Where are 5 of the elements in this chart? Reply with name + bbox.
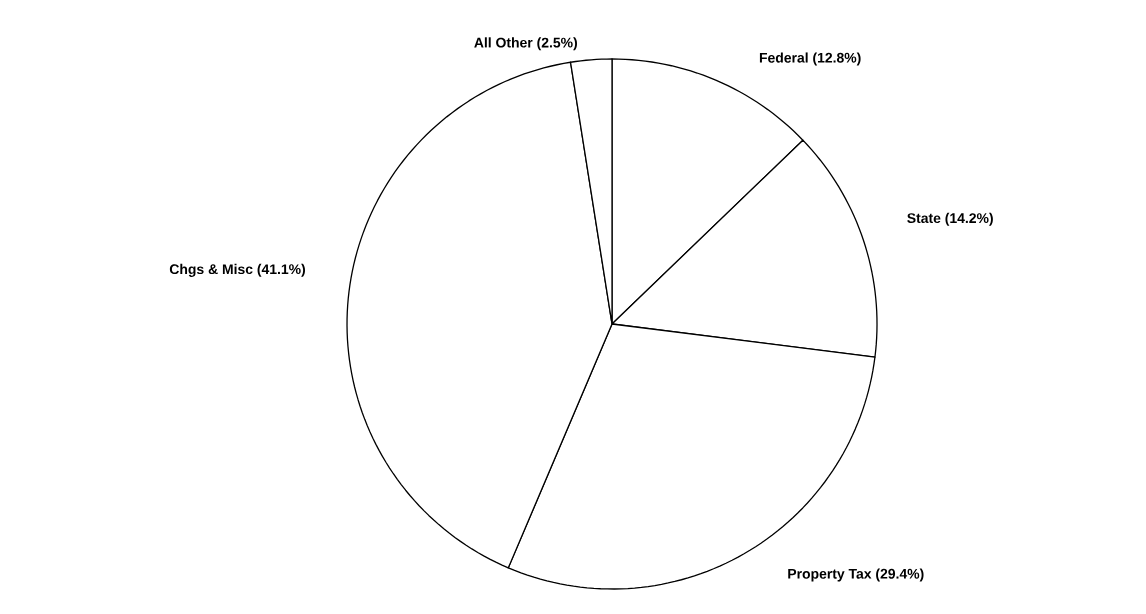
slice-label: Federal (12.8%) bbox=[759, 52, 861, 66]
slice-label: All Other (2.5%) bbox=[474, 37, 577, 51]
slice-label: Chgs & Misc (41.1%) bbox=[169, 263, 306, 277]
slice-label: State (14.2%) bbox=[907, 212, 993, 226]
slice-label: Property Tax (29.4%) bbox=[788, 568, 924, 582]
